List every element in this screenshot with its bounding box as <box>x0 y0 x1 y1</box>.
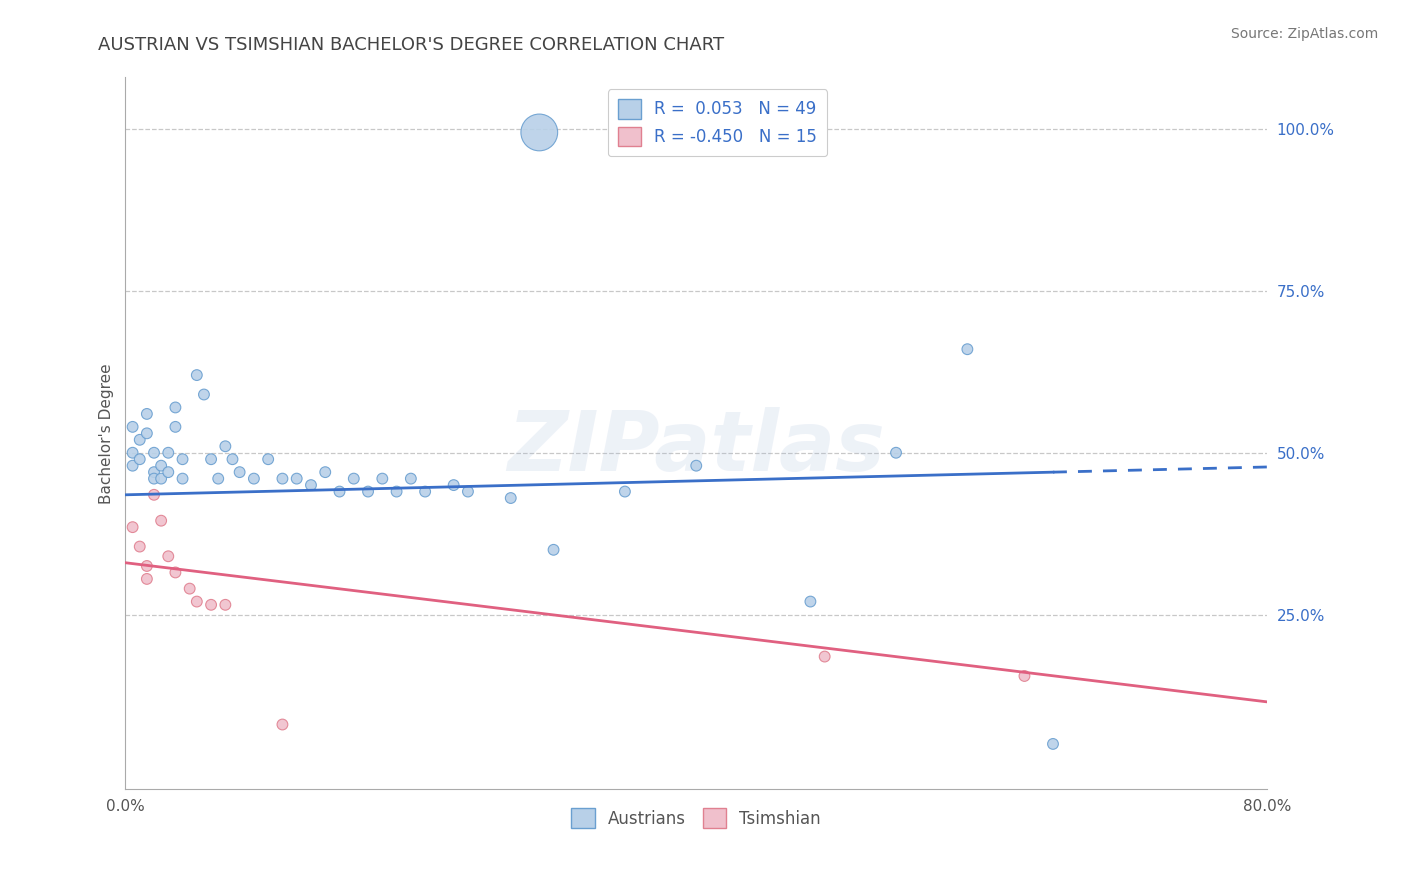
Point <box>150 458 173 473</box>
Text: ZIPatlas: ZIPatlas <box>508 407 886 488</box>
Point <box>529 125 551 139</box>
Legend: Austrians, Tsimshian: Austrians, Tsimshian <box>565 802 828 834</box>
Point <box>179 582 201 596</box>
Point <box>157 465 180 479</box>
Point <box>157 549 180 564</box>
Point <box>193 387 215 401</box>
Point <box>128 433 150 447</box>
Point <box>385 484 408 499</box>
Point <box>814 649 837 664</box>
Point <box>165 401 187 415</box>
Point <box>956 342 979 356</box>
Point <box>613 484 636 499</box>
Point <box>271 717 294 731</box>
Point <box>143 465 166 479</box>
Point <box>214 439 236 453</box>
Point <box>121 458 143 473</box>
Point <box>357 484 380 499</box>
Point <box>186 368 208 383</box>
Text: AUSTRIAN VS TSIMSHIAN BACHELOR'S DEGREE CORRELATION CHART: AUSTRIAN VS TSIMSHIAN BACHELOR'S DEGREE … <box>98 36 724 54</box>
Point <box>135 426 157 441</box>
Point <box>150 514 173 528</box>
Point <box>328 484 350 499</box>
Point <box>299 478 322 492</box>
Point <box>200 598 222 612</box>
Point <box>257 452 280 467</box>
Point <box>172 472 194 486</box>
Y-axis label: Bachelor's Degree: Bachelor's Degree <box>100 363 114 504</box>
Point <box>121 520 143 534</box>
Point <box>1042 737 1064 751</box>
Point <box>143 446 166 460</box>
Point <box>165 566 187 580</box>
Point <box>128 452 150 467</box>
Point <box>343 472 366 486</box>
Point <box>285 472 308 486</box>
Point <box>143 488 166 502</box>
Point <box>121 446 143 460</box>
Point <box>121 420 143 434</box>
Point <box>135 559 157 574</box>
Point <box>799 594 821 608</box>
Point <box>172 452 194 467</box>
Point <box>685 458 707 473</box>
Point <box>884 446 907 460</box>
Point <box>143 472 166 486</box>
Point <box>135 572 157 586</box>
Point <box>150 472 173 486</box>
Point <box>200 452 222 467</box>
Point <box>207 472 229 486</box>
Point <box>157 446 180 460</box>
Point <box>499 491 522 505</box>
Point <box>314 465 336 479</box>
Point <box>186 594 208 608</box>
Point <box>271 472 294 486</box>
Point <box>135 407 157 421</box>
Point <box>243 472 266 486</box>
Text: Source: ZipAtlas.com: Source: ZipAtlas.com <box>1230 27 1378 41</box>
Point <box>457 484 479 499</box>
Point <box>128 540 150 554</box>
Point <box>1014 669 1036 683</box>
Point <box>399 472 422 486</box>
Point <box>221 452 243 467</box>
Point <box>214 598 236 612</box>
Point <box>443 478 465 492</box>
Point <box>543 542 565 557</box>
Point <box>413 484 436 499</box>
Point <box>228 465 250 479</box>
Point <box>371 472 394 486</box>
Point <box>165 420 187 434</box>
